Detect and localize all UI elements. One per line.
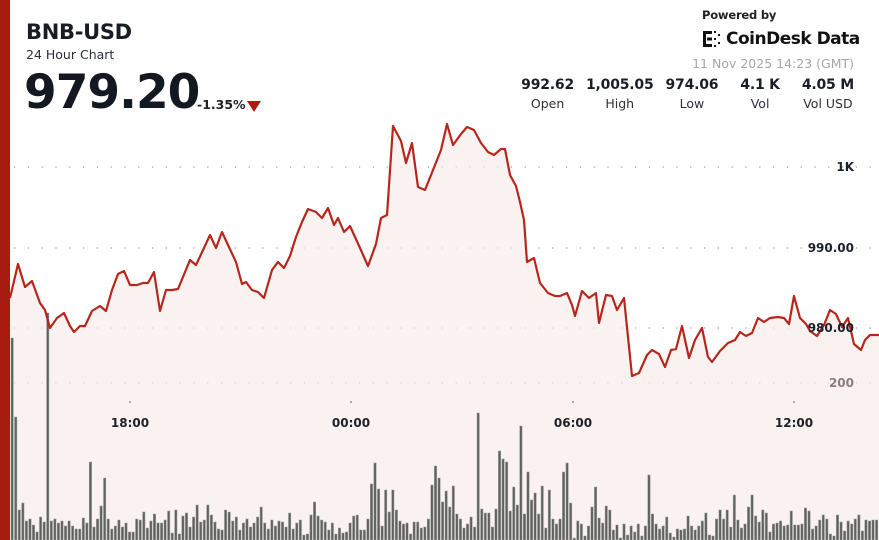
chart-subtitle: 24 Hour Chart bbox=[26, 47, 115, 62]
powered-by-label: Powered by bbox=[702, 8, 777, 22]
y-tick-volume-200: 200 bbox=[828, 376, 854, 390]
stat-low: 974.06 Low bbox=[665, 76, 718, 114]
price-line bbox=[8, 122, 879, 378]
stat-high: 1,005.05 High bbox=[586, 76, 654, 114]
x-tick-1800: 18:00 bbox=[110, 416, 150, 430]
coindesk-data-logo[interactable]: CoinDesk Data bbox=[702, 27, 860, 51]
x-tick-0600: 06:00 bbox=[553, 416, 593, 430]
stat-label: High bbox=[605, 96, 635, 111]
x-tick-marks bbox=[129, 401, 795, 403]
stat-vol-usd: 4.05 M Vol USD bbox=[802, 76, 854, 114]
stat-value: 4.05 M bbox=[801, 77, 854, 93]
price-area bbox=[10, 124, 879, 540]
x-tick-0000: 00:00 bbox=[331, 416, 371, 430]
x-tick-1200: 12:00 bbox=[774, 416, 814, 430]
y-tick-980: 980.00 bbox=[807, 321, 854, 335]
timestamp: 11 Nov 2025 14:23 (GMT) bbox=[692, 56, 854, 71]
stats-row: 992.62 Open 1,005.05 High 974.06 Low 4.1… bbox=[509, 76, 854, 114]
stat-value: 4.1 K bbox=[740, 77, 780, 93]
stat-open: 992.62 Open bbox=[521, 76, 574, 114]
y-tick-1k: 1K bbox=[836, 160, 854, 174]
stat-label: Vol bbox=[750, 96, 770, 111]
brand-name: CoinDesk Data bbox=[726, 29, 860, 49]
stat-label: Open bbox=[530, 96, 565, 111]
stat-label: Low bbox=[679, 96, 705, 111]
price-change-percent: -1.35% bbox=[197, 97, 246, 112]
symbol-title: BNB-USD bbox=[26, 20, 132, 44]
stat-value: 974.06 bbox=[665, 77, 719, 93]
stat-label: Vol USD bbox=[803, 96, 853, 111]
current-price: 979.20 bbox=[24, 65, 200, 120]
volume-bars bbox=[10, 312, 879, 540]
coindesk-logo-icon bbox=[703, 31, 720, 47]
accent-bar bbox=[0, 0, 10, 540]
stat-vol: 4.1 K Vol bbox=[740, 76, 780, 114]
stat-value: 1,005.05 bbox=[586, 77, 654, 93]
y-tick-990: 990.00 bbox=[807, 241, 854, 255]
down-arrow-icon bbox=[247, 101, 261, 112]
stat-value: 992.62 bbox=[521, 77, 574, 93]
